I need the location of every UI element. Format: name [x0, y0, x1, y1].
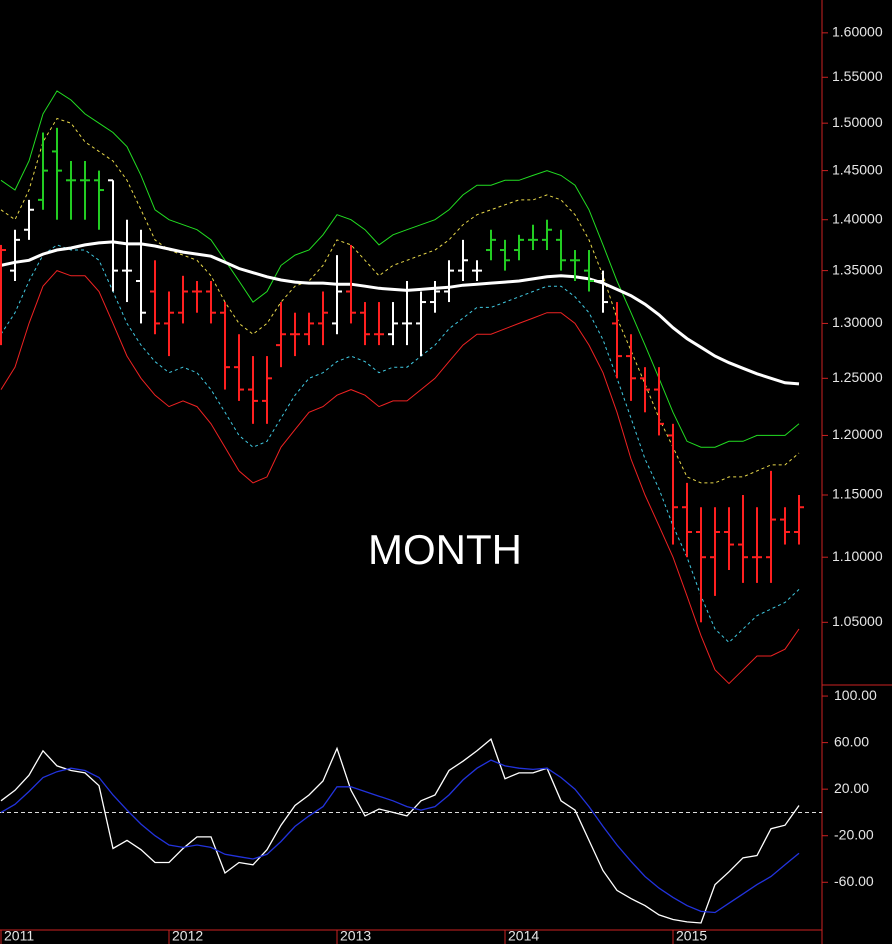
y-tick-label: 1.30000: [832, 314, 883, 330]
x-tick-label: 2013: [340, 928, 371, 944]
x-tick-label: 2011: [4, 928, 34, 944]
y-tick-label: 1.10000: [832, 548, 883, 564]
y-tick-label: 1.05000: [832, 613, 883, 629]
oscillator-line: [0, 738, 800, 924]
y-tick-label: 1.50000: [832, 114, 883, 130]
x-tick-label: 2014: [508, 928, 539, 944]
y2-tick-label: 100.00: [834, 687, 877, 703]
y-tick-label: 1.60000: [832, 24, 883, 40]
x-tick-label: 2012: [172, 928, 203, 944]
y-tick-label: 1.25000: [832, 369, 883, 385]
y-tick-label: 1.55000: [832, 68, 883, 84]
x-tick-label: 2015: [676, 928, 707, 944]
oscillator-line: [0, 759, 800, 914]
y-tick-label: 1.35000: [832, 261, 883, 277]
y2-tick-label: 60.00: [834, 733, 869, 749]
y2-tick-label: -20.00: [834, 826, 874, 842]
y-tick-label: 1.20000: [832, 426, 883, 442]
y-tick-label: 1.45000: [832, 161, 883, 177]
y2-tick-label: -60.00: [834, 873, 874, 889]
y-tick-label: 1.15000: [832, 486, 883, 502]
band-line: [0, 90, 800, 448]
band-line: [0, 240, 800, 386]
band-line: [0, 270, 800, 685]
y-tick-label: 1.40000: [832, 210, 883, 226]
y2-tick-label: 20.00: [834, 780, 869, 796]
band-line: [0, 244, 800, 644]
annotation: MONTH: [368, 526, 522, 573]
